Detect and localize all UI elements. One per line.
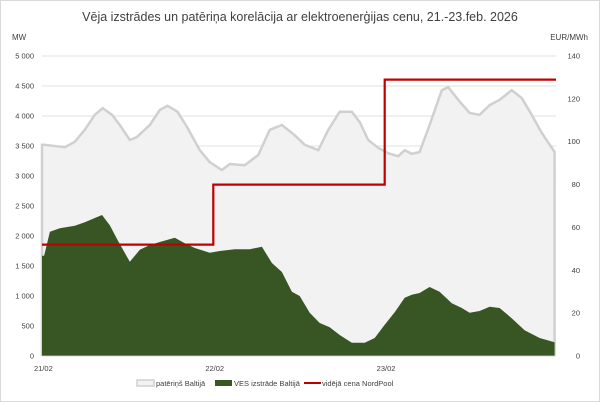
- y-right-tick-label: 80: [572, 180, 580, 189]
- x-tick-label: 21/02: [34, 364, 53, 373]
- consumption-line: [40, 85, 556, 357]
- left-axis-label: MW: [12, 33, 27, 42]
- y-right-tick-label: 40: [572, 266, 580, 275]
- legend: patēriņš Baltijā VES izstrāde Baltijā vi…: [136, 379, 394, 388]
- y-right-tick-label: 20: [572, 309, 580, 318]
- y-right-tick-label: 0: [576, 352, 580, 361]
- legend-label-consumption: patēriņš Baltijā: [156, 379, 206, 388]
- right-axis-label: EUR/MWh: [550, 33, 588, 42]
- y-left-tick-label: 4 000: [15, 112, 34, 121]
- y-left-tick-label: 1 000: [15, 292, 34, 301]
- legend-swatch-consumption: [136, 379, 155, 387]
- y-right-tick-label: 120: [567, 94, 580, 103]
- x-tick-label: 22/02: [205, 364, 224, 373]
- y-left-tick-label: 4 500: [15, 82, 34, 91]
- y-left-tick-label: 3 000: [15, 172, 34, 181]
- chart-title: Vēja izstrādes un patēriņa korelācija ar…: [82, 10, 518, 24]
- y-left-tick-label: 2 500: [15, 202, 34, 211]
- y-left-tick-label: 5 000: [15, 52, 34, 61]
- x-tick-label: 23/02: [377, 364, 396, 373]
- y-left-tick-label: 2 000: [15, 232, 34, 241]
- legend-label-wind: VES izstrāde Baltijā: [234, 379, 301, 388]
- legend-label-price: vidējā cena NordPool: [322, 379, 394, 388]
- legend-swatch-wind: [215, 380, 232, 386]
- y-left-tick-label: 500: [21, 322, 34, 331]
- wind-area: [42, 215, 555, 356]
- y-right-tick-label: 100: [567, 137, 580, 146]
- y-left-tick-label: 1 500: [15, 262, 34, 271]
- price-line: [42, 78, 556, 246]
- y-left-tick-label: 3 500: [15, 142, 34, 151]
- y-left-tick-label: 0: [30, 352, 34, 361]
- y-right-tick-label: 140: [567, 52, 580, 61]
- y-right-tick-label: 60: [572, 223, 580, 232]
